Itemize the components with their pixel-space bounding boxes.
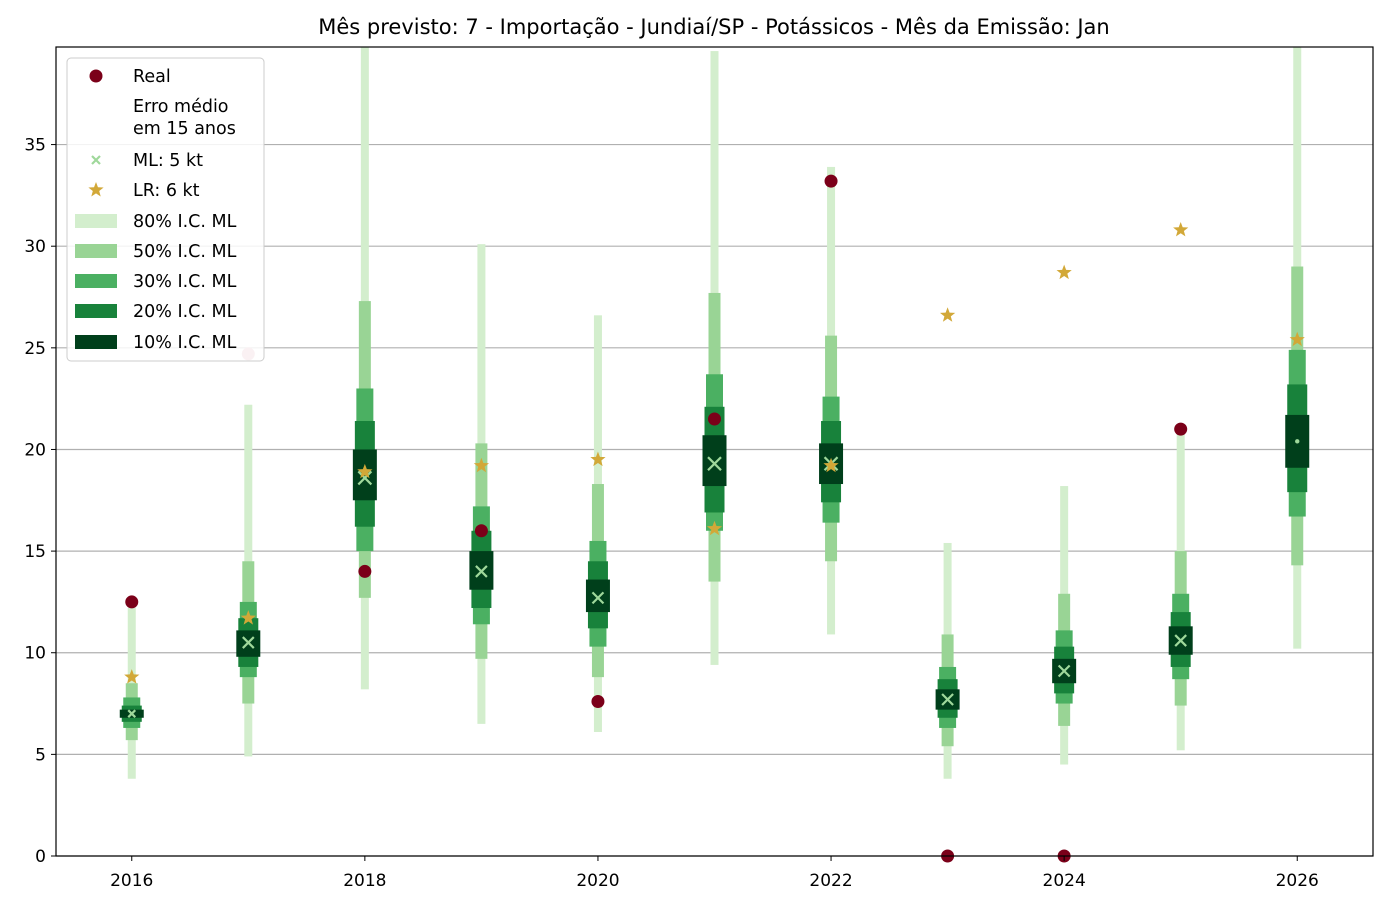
legend-label-ml: ML: 5 kt bbox=[133, 151, 203, 171]
legend-swatch-ci20 bbox=[75, 304, 117, 318]
lr-marker-2020 bbox=[590, 451, 606, 467]
legend-label-ci30: 30% I.C. ML bbox=[133, 272, 237, 292]
y-tick-label-20: 20 bbox=[24, 440, 46, 460]
real-marker-2025 bbox=[1174, 422, 1188, 436]
y-tick-label-0: 0 bbox=[35, 847, 46, 867]
x-tick-label-2026: 2026 bbox=[1276, 871, 1319, 891]
ml-marker-2025-b bbox=[1174, 634, 1187, 647]
legend-label-ci80: 80% I.C. ML bbox=[133, 212, 237, 232]
ml-marker-2024 bbox=[1057, 664, 1071, 678]
ml-marker-2018 bbox=[357, 470, 373, 486]
legend-label-lr: LR: 6 kt bbox=[133, 181, 200, 201]
real-marker-2019 bbox=[474, 524, 488, 538]
y-tick-label-15: 15 bbox=[24, 542, 46, 562]
legend-swatch-lr bbox=[88, 182, 104, 197]
ml-marker-2020 bbox=[591, 591, 605, 605]
legend-swatch-ml-b bbox=[91, 155, 101, 165]
lr-marker-2024 bbox=[1056, 264, 1072, 280]
legend-label-line-ci10-0: 10% I.C. ML bbox=[133, 333, 237, 353]
x-tick-label-2018: 2018 bbox=[343, 871, 386, 891]
real-marker-2021 bbox=[708, 412, 721, 426]
ml-marker-2024-b bbox=[1057, 664, 1071, 678]
x-tick-label-2016: 2016 bbox=[110, 871, 153, 891]
legend-label-note: Erro médio em 15 anos bbox=[133, 97, 236, 139]
x-tick-label-2022: 2022 bbox=[809, 871, 852, 891]
ml-marker-2016-b bbox=[127, 709, 137, 718]
legend-label-line-real-0: Real bbox=[133, 67, 171, 87]
lr-marker-2018 bbox=[357, 463, 373, 479]
legend-label-line-ci50-0: 50% I.C. ML bbox=[133, 242, 237, 262]
ci10-bar-2021 bbox=[702, 435, 727, 487]
legend-swatch-ci10 bbox=[75, 335, 117, 349]
legend-label-ci50: 50% I.C. ML bbox=[133, 242, 237, 262]
ml-marker-2019 bbox=[475, 565, 488, 578]
chart-title: Mês previsto: 7 - Importação - Jundiaí/S… bbox=[318, 15, 1110, 39]
legend-label-ci20: 20% I.C. ML bbox=[133, 302, 237, 322]
lr-marker-2023 bbox=[939, 307, 956, 322]
plot-frame bbox=[55, 46, 1374, 857]
legend-label-line-note-0: Erro médio bbox=[133, 97, 229, 117]
ml-marker-2021 bbox=[707, 456, 722, 471]
x-tick-label-2024: 2024 bbox=[1043, 871, 1086, 891]
legend-label-line-ci80-0: 80% I.C. ML bbox=[133, 212, 237, 232]
lr-marker-2025 bbox=[1173, 221, 1189, 237]
ml-marker-2019-b bbox=[475, 565, 488, 578]
y-tick-label-10: 10 bbox=[24, 644, 46, 664]
ml-marker-2023-b bbox=[941, 693, 954, 706]
legend-swatch-ci50 bbox=[75, 244, 117, 258]
lr-marker-2026 bbox=[1289, 331, 1305, 347]
ml-marker-2026 bbox=[1295, 439, 1300, 444]
ml-marker-2020-b bbox=[591, 591, 605, 605]
real-marker-2022 bbox=[824, 174, 838, 188]
data-markers bbox=[124, 174, 1305, 863]
lr-marker-2022 bbox=[823, 457, 839, 473]
ml-marker-2017 bbox=[242, 636, 255, 649]
legend: Real Erro médio em 15 anos ML: 5 kt LR: 6 kt… bbox=[66, 57, 265, 362]
ci10-bar-2020 bbox=[585, 579, 610, 613]
lr-marker-2019 bbox=[473, 457, 490, 473]
legend-swatch-real bbox=[89, 69, 103, 83]
y-tick-label-35: 35 bbox=[24, 136, 46, 156]
ml-marker-2016 bbox=[127, 709, 137, 718]
real-marker-2020 bbox=[591, 695, 605, 709]
legend-label-line-ci30-0: 30% I.C. ML bbox=[133, 272, 237, 292]
legend-label-line-note-1: em 15 anos bbox=[133, 119, 236, 139]
legend-swatch-ml bbox=[91, 155, 101, 165]
real-marker-2016 bbox=[125, 595, 139, 609]
legend-swatch-ci80 bbox=[75, 214, 117, 228]
legend-label-ci10: 10% I.C. ML bbox=[133, 333, 237, 353]
lr-marker-2021 bbox=[706, 520, 723, 536]
real-marker-2018 bbox=[358, 564, 372, 578]
ml-marker-2021-b bbox=[707, 456, 722, 471]
legend-label-line-ml-0: ML: 5 kt bbox=[133, 151, 203, 171]
lr-marker-2016 bbox=[124, 669, 140, 684]
y-tick-label-25: 25 bbox=[24, 339, 46, 359]
ml-marker-2025 bbox=[1174, 634, 1187, 647]
y-tick-label-30: 30 bbox=[24, 237, 46, 257]
x-tick-label-2020: 2020 bbox=[576, 871, 619, 891]
legend-label-line-ci20-0: 20% I.C. ML bbox=[133, 302, 237, 322]
ml-marker-2018-b bbox=[357, 470, 373, 486]
y-tick-label-5: 5 bbox=[35, 745, 46, 765]
axis-ticks: 0 5 10 15 20 25 30 35 2016 2018 2020 2022 2024 2026 bbox=[24, 136, 1319, 891]
lr-marker-2017 bbox=[240, 610, 256, 625]
legend-label-line-lr-0: LR: 6 kt bbox=[133, 181, 200, 201]
legend-swatch-ci30 bbox=[75, 274, 117, 288]
legend-label-real: Real bbox=[133, 67, 171, 87]
ml-marker-2023 bbox=[941, 693, 954, 706]
ml-marker-2017-b bbox=[242, 636, 255, 649]
